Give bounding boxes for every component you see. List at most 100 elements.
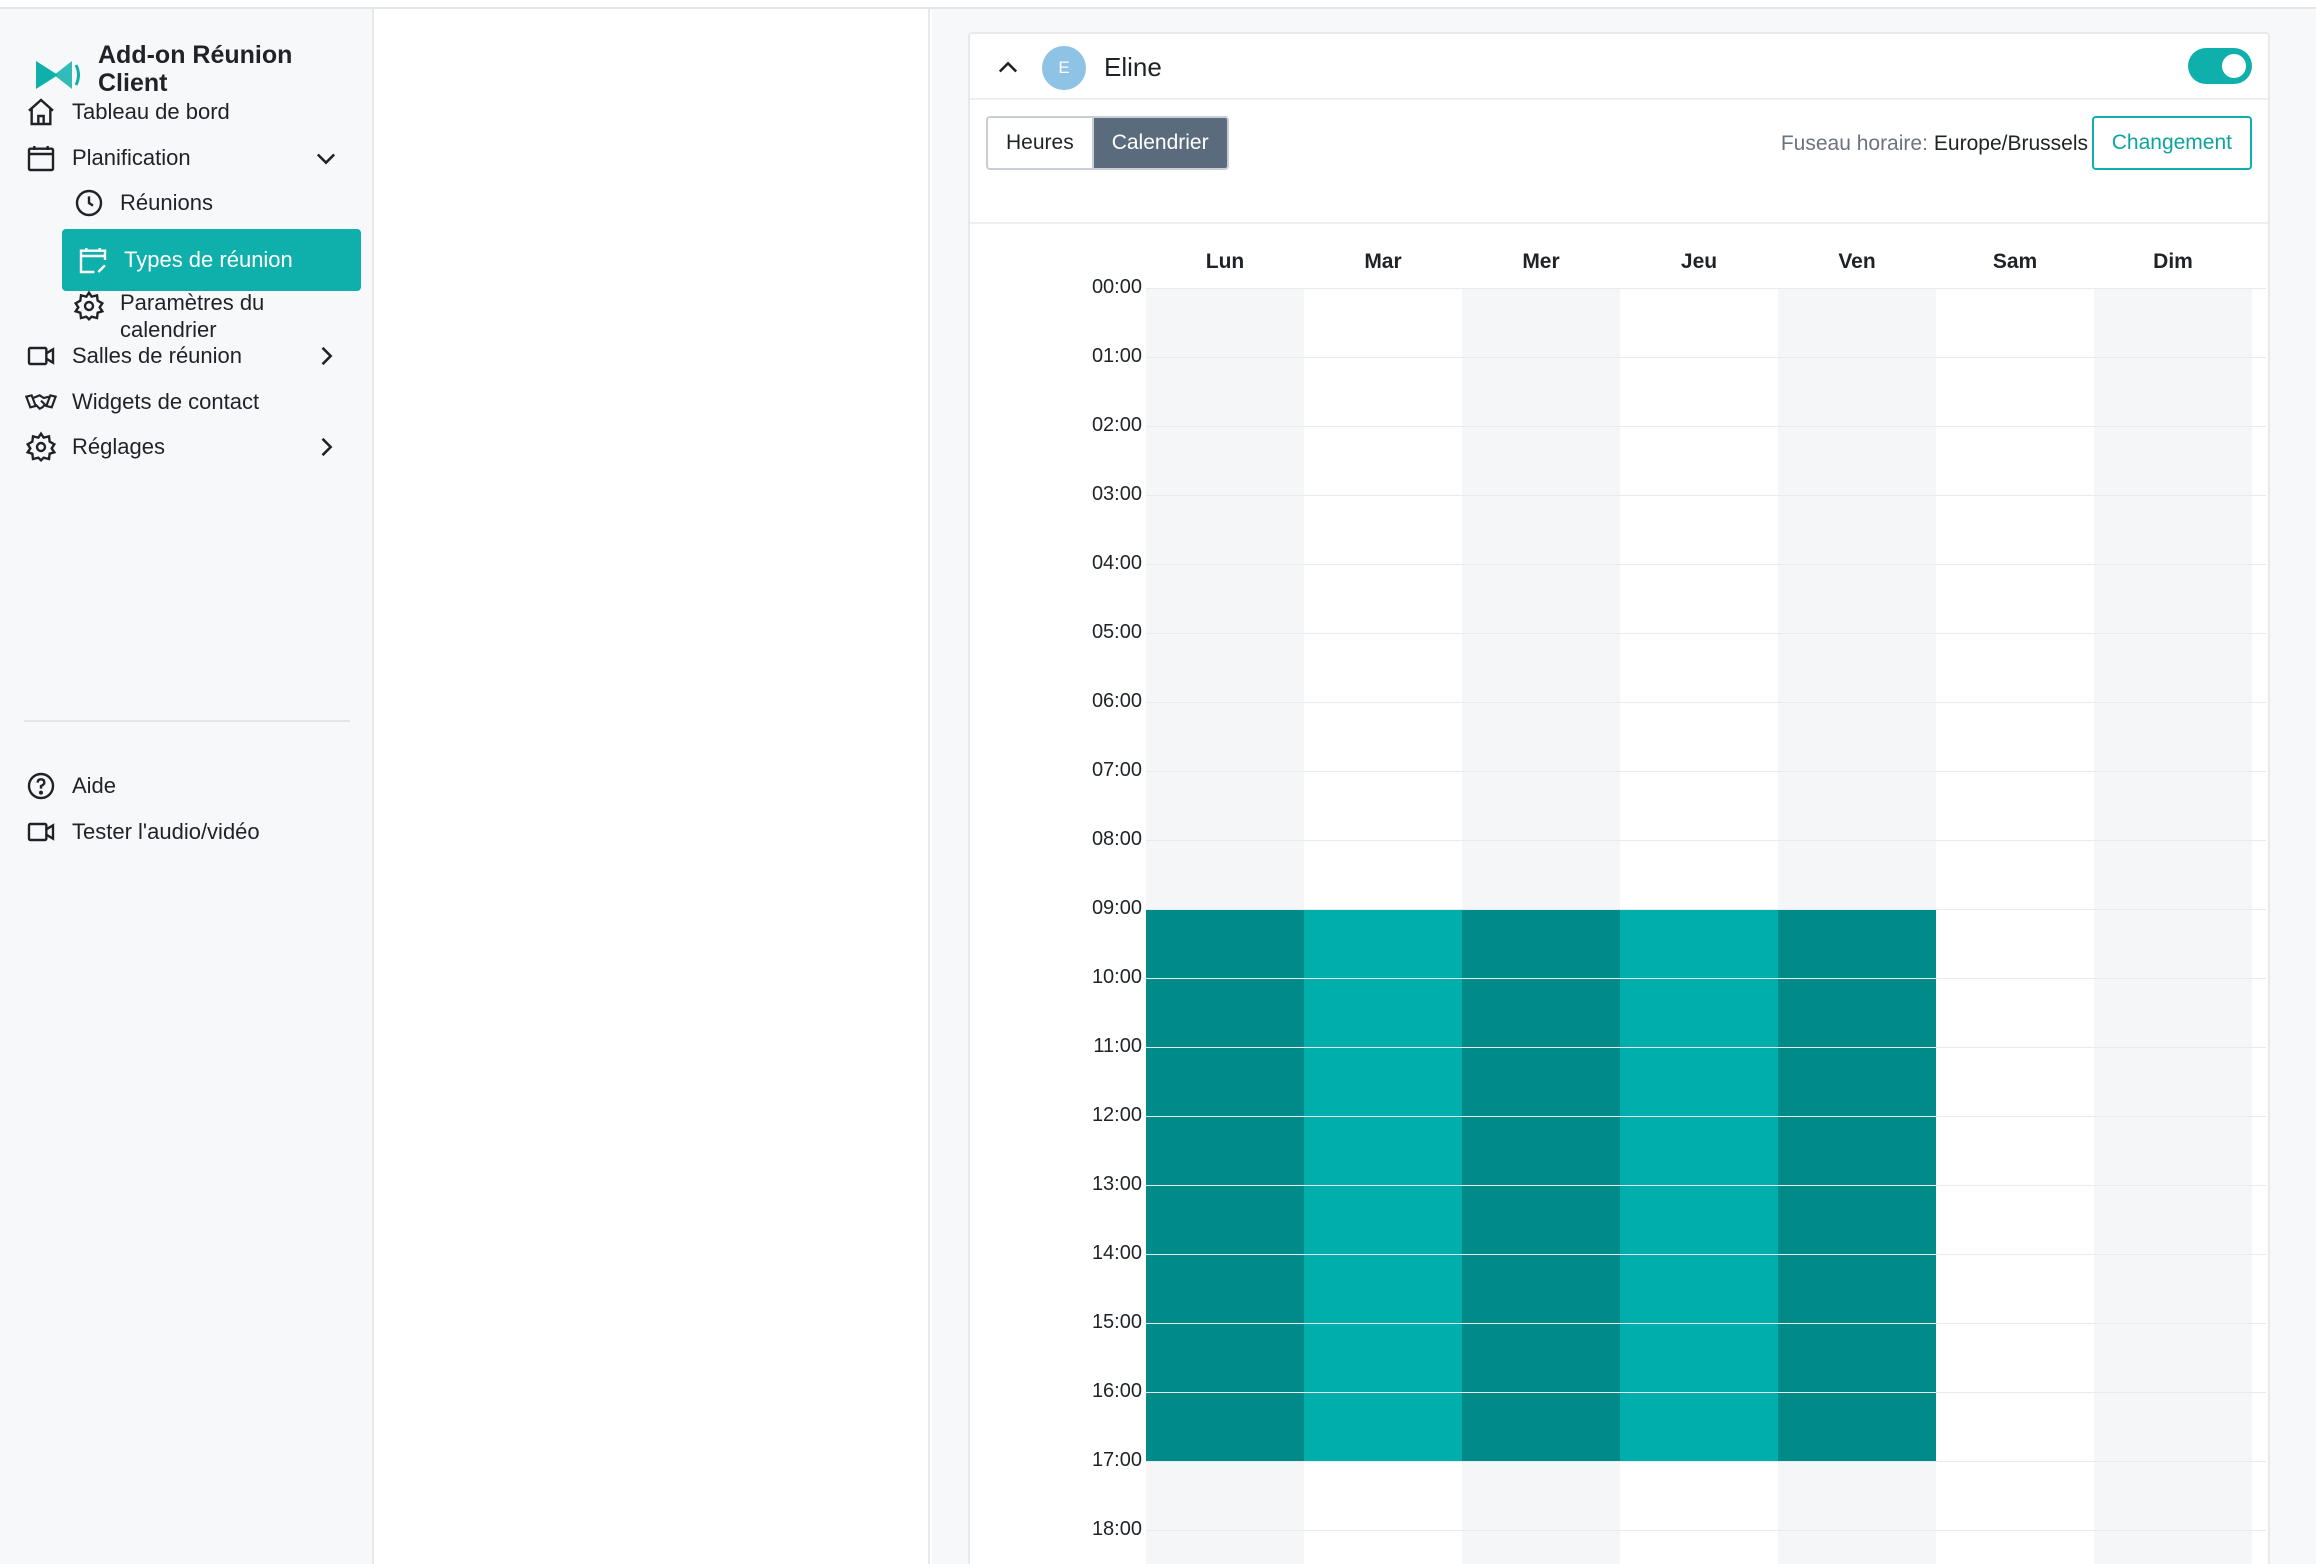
hour-label: 05:00 <box>1091 621 1142 643</box>
video-icon <box>24 815 58 849</box>
hour-gridline <box>1146 1047 2266 1048</box>
day-header: Mer <box>1522 250 1560 273</box>
hour-gridline <box>1146 288 2266 289</box>
sidebar-item-planning[interactable]: Planification <box>24 128 360 188</box>
hour-gridline <box>1146 633 2266 634</box>
list-panel <box>376 9 930 1564</box>
hour-label: 07:00 <box>1091 759 1142 781</box>
hour-label: 13:00 <box>1091 1173 1142 1195</box>
timezone-label: Fuseau horaire: <box>1780 132 1928 155</box>
user-name: Eline <box>1104 52 1162 82</box>
timezone-info: Fuseau horaire: Europe/Brussels <box>1781 132 2088 156</box>
day-column-sam[interactable] <box>1936 288 2094 1564</box>
hour-label: 15:00 <box>1091 1311 1142 1333</box>
sidebar: Add-on Réunion Client Tableau de bord Pl… <box>0 9 374 1564</box>
hour-label: 02:00 <box>1091 414 1142 436</box>
gear-icon <box>72 289 106 323</box>
hour-gridline <box>1146 1254 2266 1255</box>
sidebar-item-dashboard[interactable]: Tableau de bord <box>24 82 360 142</box>
sidebar-item-calendar-settings[interactable]: Paramètres du calendrier <box>72 289 362 355</box>
hour-label: 01:00 <box>1091 345 1142 367</box>
chevron-right-icon[interactable] <box>312 433 340 461</box>
hour-gridline <box>1146 426 2266 427</box>
day-column-dim[interactable] <box>2094 288 2252 1564</box>
hour-label: 08:00 <box>1091 828 1142 850</box>
hour-label: 11:00 <box>1093 1035 1142 1057</box>
change-timezone-button[interactable]: Changement <box>2091 116 2252 170</box>
hour-label: 14:00 <box>1091 1242 1142 1264</box>
hour-gridline <box>1146 909 2266 910</box>
chevron-right-icon[interactable] <box>312 342 340 370</box>
day-header: Sam <box>1992 250 2038 273</box>
sidebar-item-label: Widgets de contact <box>72 389 260 414</box>
avatar: E <box>1042 46 1086 90</box>
hour-gridline <box>1146 1185 2266 1186</box>
hour-gridline <box>1146 564 2266 565</box>
hour-label: 12:00 <box>1091 1104 1142 1126</box>
availability-card: E Eline Heures Calendrier Fuseau horaire… <box>968 32 2270 1564</box>
day-header: Mar <box>1364 250 1402 273</box>
sidebar-item-label: Salles de réunion <box>72 343 243 368</box>
timezone-value: Europe/Brussels <box>1933 132 2088 155</box>
hour-gridline <box>1146 1116 2266 1117</box>
hour-label: 09:00 <box>1091 897 1142 919</box>
sidebar-item-test-av[interactable]: Tester l'audio/vidéo <box>24 802 360 862</box>
sidebar-item-meeting-types[interactable]: Types de réunion <box>62 229 361 291</box>
card-header: E Eline <box>970 34 2268 100</box>
top-border <box>0 0 2316 9</box>
hour-label: 17:00 <box>1091 1449 1142 1471</box>
home-icon <box>24 95 58 129</box>
tab-calendar[interactable]: Calendrier <box>1091 118 1227 168</box>
logo-icon <box>36 61 80 89</box>
hour-gridline <box>1146 771 2266 772</box>
video-icon <box>24 339 58 373</box>
hour-label: 04:00 <box>1091 552 1142 574</box>
gear-icon <box>24 430 58 464</box>
day-header: Ven <box>1838 250 1876 273</box>
hour-gridline <box>1146 1461 2266 1462</box>
hour-label: 03:00 <box>1091 483 1142 505</box>
hour-gridline <box>1146 978 2266 979</box>
sidebar-item-meeting-rooms[interactable]: Salles de réunion <box>24 326 360 386</box>
chevron-up-icon[interactable] <box>994 54 1022 82</box>
handshake-icon <box>24 385 58 419</box>
hour-gridline <box>1146 702 2266 703</box>
hour-gridline <box>1146 1530 2266 1531</box>
day-header: Lun <box>1205 250 1245 273</box>
sidebar-divider <box>24 720 350 722</box>
hour-label: 00:00 <box>1091 276 1142 298</box>
sidebar-item-label: Tableau de bord <box>72 99 230 124</box>
sidebar-item-settings[interactable]: Réglages <box>24 417 360 477</box>
sidebar-item-meetings[interactable]: Réunions <box>72 173 362 233</box>
calendar-toolbar: Heures Calendrier Fuseau horaire: Europe/… <box>970 100 2268 224</box>
availability-toggle[interactable] <box>2188 48 2252 84</box>
hour-label: 06:00 <box>1091 690 1142 712</box>
calendar-icon <box>24 141 58 175</box>
sidebar-item-label: Réunions <box>120 190 213 215</box>
hour-label: 10:00 <box>1091 966 1142 988</box>
view-switch: Heures Calendrier <box>986 116 1229 170</box>
sidebar-item-label: Paramètres du calendrier <box>120 290 265 342</box>
brand[interactable]: Add-on Réunion Client <box>34 41 338 97</box>
hour-gridline <box>1146 357 2266 358</box>
hour-gridline <box>1146 1323 2266 1324</box>
calendar-edit-icon <box>76 243 110 277</box>
app-name: Add-on Réunion Client <box>98 41 293 97</box>
hour-gridline <box>1146 840 2266 841</box>
help-icon <box>24 769 58 803</box>
sidebar-item-label: Tester l'audio/vidéo <box>72 819 260 844</box>
clock-icon <box>72 186 106 220</box>
chevron-down-icon[interactable] <box>312 144 340 172</box>
sidebar-item-label: Planification <box>72 145 191 170</box>
tab-hours[interactable]: Heures <box>1006 131 1074 154</box>
week-calendar: Lun Mar Mer Jeu Ven Sam Dim 00:00 01:00 02:00 03:0… <box>970 224 2268 1564</box>
hour-gridline <box>1146 495 2266 496</box>
hour-label: 18:00 <box>1091 1518 1142 1540</box>
sidebar-item-contact-widgets[interactable]: Widgets de contact <box>24 372 360 432</box>
toggle-knob <box>2222 54 2246 78</box>
sidebar-item-label: Réglages <box>72 434 165 459</box>
sidebar-item-help[interactable]: Aide <box>24 756 360 816</box>
day-header: Jeu <box>1680 250 1718 273</box>
sidebar-item-label: Aide <box>72 773 117 798</box>
sidebar-item-label: Types de réunion <box>124 247 293 272</box>
